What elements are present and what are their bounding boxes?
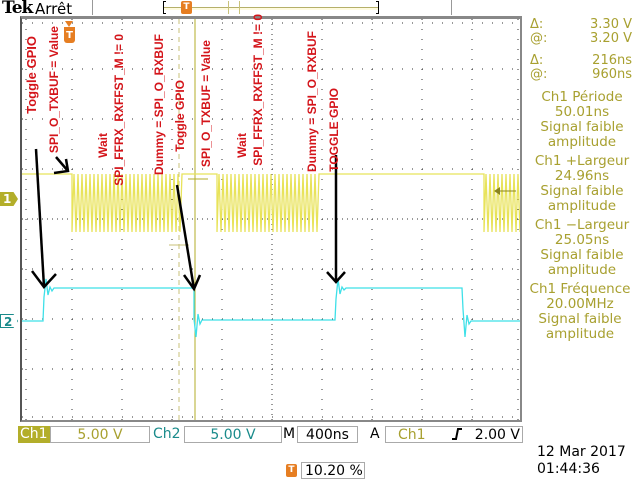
ch2-label[interactable]: Ch2	[153, 426, 181, 442]
date: 12 Mar 2017	[537, 444, 626, 460]
cursor-value: 960ns	[592, 67, 632, 82]
measurement-note: amplitude	[547, 262, 617, 278]
ch2-ground-marker[interactable]: 2	[0, 314, 18, 328]
cursor-voltage-at: @: 3.20 V	[524, 32, 640, 46]
annotation-label: Dummy = SPI_O_RXBUF	[152, 34, 166, 176]
rising-edge-icon	[451, 427, 463, 446]
measurement-pos-width: Ch1 +Largeur 24.96ns Signal faible ampli…	[524, 154, 640, 214]
waveform-display	[22, 19, 520, 420]
annotation-label: Wait	[96, 133, 110, 158]
timebase-value: 400ns	[297, 426, 358, 443]
cursor-voltage-delta: Δ: 3.30 V	[524, 18, 640, 32]
measurement-name: Ch1 −Largeur	[534, 217, 630, 233]
measurement-frequency: Ch1 Fréquence 20.00MHz Signal faible amp…	[520, 282, 640, 342]
delta-label: Δ:	[530, 53, 544, 68]
time: 01:44:36	[537, 461, 600, 477]
annotation-label: SPI_O_TXBUF = Value	[199, 40, 213, 168]
ch2-scale: 5.00 V	[184, 426, 282, 443]
annotation-label: SPI_FFRX_RXFFST_M != 0	[112, 34, 126, 186]
ch1-label[interactable]: Ch1	[18, 426, 50, 443]
tek-logo: Tek	[2, 0, 33, 18]
trigger-position-value: 10.20 %	[301, 462, 365, 479]
record-window-right-bracket	[376, 1, 379, 14]
cursor-value: 3.30 V	[590, 17, 632, 32]
ch2-trace	[22, 278, 520, 338]
measurement-value: 24.96ns	[554, 168, 610, 184]
ch1-trace	[22, 173, 520, 233]
record-cursor-1	[228, 1, 229, 14]
record-window-left-bracket	[163, 1, 166, 14]
at-label: @:	[530, 67, 548, 82]
trigger-settings: Ch1 2.00 V	[385, 426, 523, 443]
measurement-note: Signal faible	[540, 119, 624, 135]
acquisition-status: Arrêt	[35, 0, 73, 18]
trigger-mode-label: A	[370, 426, 380, 442]
annotation-label: Dummy = SPI_O_RXBUF	[305, 31, 319, 173]
annotation-arrows	[31, 148, 346, 292]
measurement-note: Signal faible	[540, 247, 624, 263]
record-window-bar	[163, 7, 379, 10]
delta-label: Δ:	[530, 17, 544, 32]
ch1-scale: 5.00 V	[50, 426, 150, 443]
measurement-note: Signal faible	[538, 311, 622, 327]
at-label: @:	[530, 31, 548, 46]
measurement-panel: Δ: 3.30 V @: 3.20 V Δ: 216ns @: 960ns Ch…	[524, 18, 640, 342]
trigger-level-arrow-icon	[494, 187, 516, 195]
cursor-value: 216ns	[592, 53, 632, 68]
measurement-note: amplitude	[545, 326, 615, 342]
record-trigger-marker-icon: T	[181, 1, 192, 14]
record-cursor-2	[239, 1, 240, 14]
measurement-name: Ch1 +Largeur	[534, 153, 630, 169]
annotation-label: Wait	[235, 133, 249, 158]
measurement-note: amplitude	[547, 198, 617, 214]
measurement-value: 25.05ns	[554, 232, 610, 248]
trigger-position-icon: T	[286, 464, 297, 477]
annotation-label: Toggle GPIO	[173, 80, 187, 152]
measurement-name: Ch1 Période	[541, 89, 623, 105]
cursor-value: 3.20 V	[590, 31, 632, 46]
measurement-name: Ch1 Fréquence	[529, 281, 631, 297]
ch1-ground-marker[interactable]: 1	[0, 192, 18, 206]
top-divider	[451, 0, 452, 15]
measurement-neg-width: Ch1 −Largeur 25.05ns Signal faible ampli…	[524, 218, 640, 278]
annotation-label: TOGGLE GPIO	[327, 88, 341, 172]
annotation-label: Toggle GPIO	[24, 36, 39, 114]
measurement-value: 50.01ns	[554, 104, 610, 120]
cursor-time-delta: Δ: 216ns	[524, 54, 640, 68]
trigger-level: 2.00 V	[474, 427, 520, 443]
measurement-note: amplitude	[547, 134, 617, 150]
measurement-period: Ch1 Période 50.01ns Signal faible amplit…	[524, 90, 640, 150]
measurement-value: 20.00MHz	[546, 296, 614, 312]
trigger-source: Ch1	[398, 427, 426, 443]
annotation-label: SPI_FFRX_RXFFST_M != 0	[251, 14, 265, 166]
annotation-label: SPI_O_TXBUF = Value	[47, 26, 61, 154]
top-divider	[92, 0, 93, 15]
measurement-note: Signal faible	[540, 183, 624, 199]
waveform-graticule[interactable]	[20, 16, 522, 422]
cursor-time-at: @: 960ns	[524, 68, 640, 82]
trigger-position-marker-icon[interactable]: T	[64, 21, 75, 43]
timebase-label: M	[283, 426, 296, 442]
